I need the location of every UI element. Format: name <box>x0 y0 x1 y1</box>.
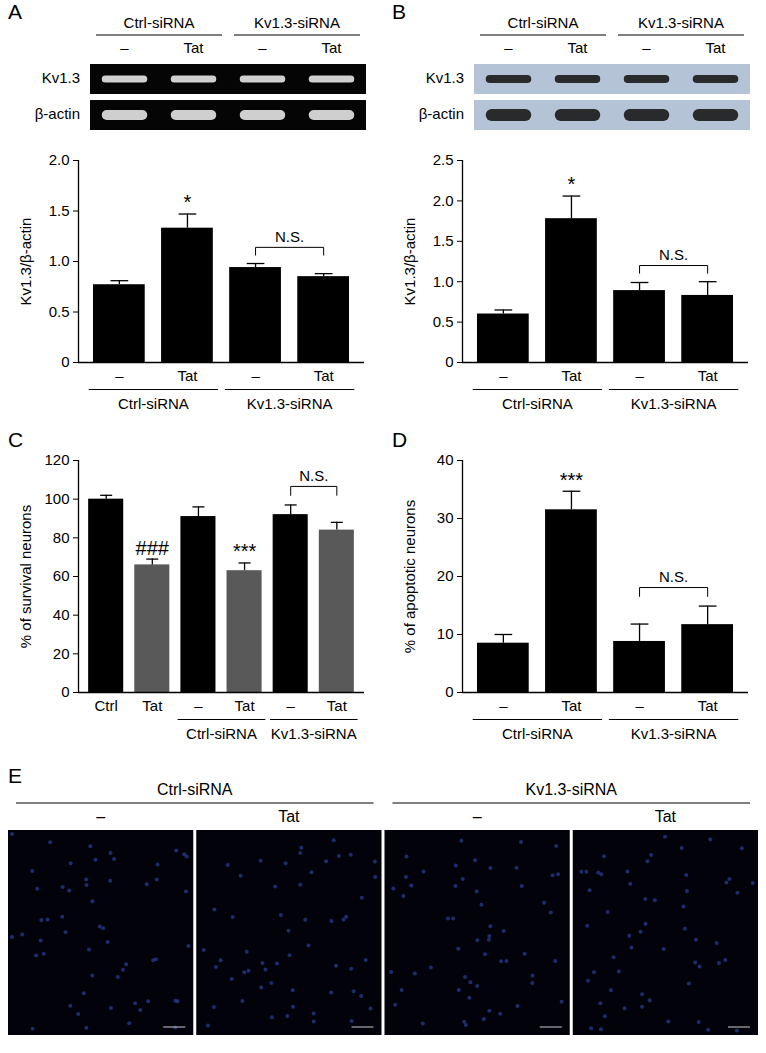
svg-text:2.0: 2.0 <box>49 151 70 168</box>
svg-text:Tat: Tat <box>142 697 163 714</box>
svg-text:–: – <box>258 39 267 56</box>
svg-text:1.0: 1.0 <box>49 252 70 269</box>
html-text:D: D <box>392 428 408 451</box>
svg-text:***: *** <box>560 469 584 491</box>
svg-text:100: 100 <box>44 490 69 507</box>
svg-text:N.S.: N.S. <box>299 467 328 484</box>
html-text:E: E <box>8 764 22 787</box>
svg-text:Tat: Tat <box>561 367 582 384</box>
svg-text:Tat: Tat <box>177 367 198 384</box>
svg-text:–: – <box>287 697 296 714</box>
svg-text:1.5: 1.5 <box>49 202 70 219</box>
svg-text:–: – <box>120 39 129 56</box>
svg-text:Ctrl: Ctrl <box>95 697 118 714</box>
html-text:A: A <box>8 0 22 23</box>
svg-text:Kv1.3/β-actin: Kv1.3/β-actin <box>401 218 418 306</box>
svg-text:0.5: 0.5 <box>433 313 454 330</box>
svg-text:Kv1.3: Kv1.3 <box>426 69 464 86</box>
svg-text:Ctrl-siRNA: Ctrl-siRNA <box>186 725 257 742</box>
svg-text:40: 40 <box>437 451 454 468</box>
svg-text:Ctrl-siRNA: Ctrl-siRNA <box>502 395 573 412</box>
svg-text:Tat: Tat <box>567 39 588 56</box>
svg-text:Tat: Tat <box>327 697 348 714</box>
svg-text:0: 0 <box>445 353 453 370</box>
svg-text:40: 40 <box>53 606 70 623</box>
svg-text:Kv1.3-siRNA: Kv1.3-siRNA <box>525 781 617 798</box>
svg-text:–: – <box>635 367 644 384</box>
svg-text:Tat: Tat <box>183 39 204 56</box>
svg-text:N.S.: N.S. <box>275 228 304 245</box>
html-text:B: B <box>392 0 406 23</box>
svg-text:60: 60 <box>53 567 70 584</box>
svg-text:30: 30 <box>437 509 454 526</box>
svg-text:1.5: 1.5 <box>433 232 454 249</box>
svg-text:0: 0 <box>61 683 69 700</box>
svg-text:Kv1.3-siRNA: Kv1.3-siRNA <box>254 14 340 31</box>
svg-text:Tat: Tat <box>561 697 582 714</box>
svg-text:Tat: Tat <box>698 367 719 384</box>
svg-text:–: – <box>194 697 203 714</box>
svg-text:1.0: 1.0 <box>433 273 454 290</box>
svg-text:% of apoptotic neurons: % of apoptotic neurons <box>401 500 418 653</box>
svg-text:–: – <box>251 367 260 384</box>
svg-text:Kv1.3-siRNA: Kv1.3-siRNA <box>631 725 717 742</box>
svg-text:% of survival neurons: % of survival neurons <box>17 505 34 648</box>
svg-text:120: 120 <box>44 451 69 468</box>
svg-text:β-actin: β-actin <box>419 105 464 122</box>
svg-text:Kv1.3-siRNA: Kv1.3-siRNA <box>271 725 357 742</box>
svg-text:–: – <box>504 39 513 56</box>
svg-text:0: 0 <box>61 353 69 370</box>
svg-text:N.S.: N.S. <box>659 568 688 585</box>
svg-text:0.5: 0.5 <box>49 303 70 320</box>
svg-text:80: 80 <box>53 529 70 546</box>
svg-text:Ctrl-siRNA: Ctrl-siRNA <box>124 14 195 31</box>
svg-text:–: – <box>642 39 651 56</box>
svg-text:Ctrl-siRNA: Ctrl-siRNA <box>157 781 233 798</box>
html-text:C: C <box>8 428 24 451</box>
svg-text:–: – <box>499 697 508 714</box>
svg-text:Kv1.3: Kv1.3 <box>42 69 80 86</box>
svg-text:–: – <box>499 367 508 384</box>
svg-text:0: 0 <box>445 683 453 700</box>
svg-text:–: – <box>115 367 124 384</box>
svg-text:Tat: Tat <box>235 697 256 714</box>
svg-text:20: 20 <box>437 567 454 584</box>
svg-text:*: * <box>568 173 576 195</box>
svg-text:2.5: 2.5 <box>433 151 454 168</box>
svg-text:***: *** <box>233 540 257 562</box>
svg-text:Tat: Tat <box>314 367 335 384</box>
svg-text:10: 10 <box>437 625 454 642</box>
svg-text:–: – <box>635 697 644 714</box>
svg-text:–: – <box>473 808 482 825</box>
svg-text:Tat: Tat <box>698 697 719 714</box>
svg-text:Tat: Tat <box>278 808 300 825</box>
svg-text:Kv1.3-siRNA: Kv1.3-siRNA <box>631 395 717 412</box>
svg-text:Ctrl-siRNA: Ctrl-siRNA <box>118 395 189 412</box>
svg-text:Kv1.3-siRNA: Kv1.3-siRNA <box>247 395 333 412</box>
svg-text:Kv1.3-siRNA: Kv1.3-siRNA <box>638 14 724 31</box>
svg-text:β-actin: β-actin <box>35 105 80 122</box>
svg-text:Kv1.3/β-actin: Kv1.3/β-actin <box>17 218 34 306</box>
svg-text:N.S.: N.S. <box>659 246 688 263</box>
svg-text:–: – <box>96 808 105 825</box>
svg-text:Tat: Tat <box>321 39 342 56</box>
svg-text:Ctrl-siRNA: Ctrl-siRNA <box>508 14 579 31</box>
svg-text:Tat: Tat <box>655 808 677 825</box>
svg-text:Ctrl-siRNA: Ctrl-siRNA <box>502 725 573 742</box>
svg-text:###: ### <box>136 537 170 559</box>
svg-text:2.0: 2.0 <box>433 192 454 209</box>
svg-text:20: 20 <box>53 645 70 662</box>
svg-text:Tat: Tat <box>705 39 726 56</box>
svg-text:*: * <box>184 191 192 213</box>
